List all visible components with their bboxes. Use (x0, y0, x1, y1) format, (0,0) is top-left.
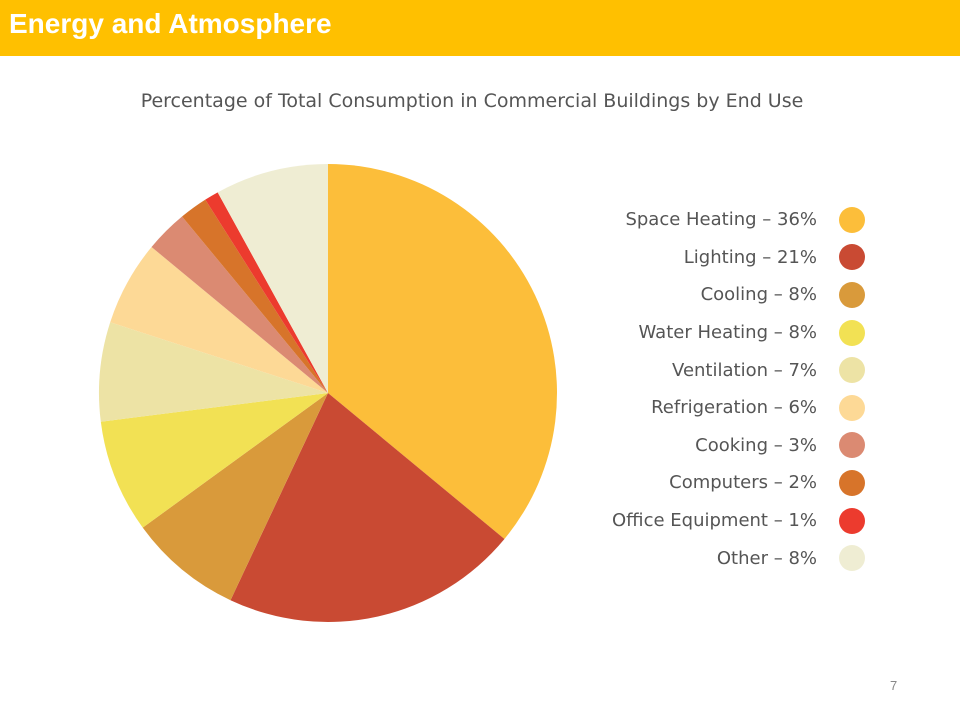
legend-swatch (839, 319, 865, 346)
legend-item-cooling: Cooling – 8% (520, 276, 870, 314)
page-number: 7 (890, 678, 898, 693)
legend-label: Water Heating – 8% (638, 322, 817, 344)
legend-label: Space Heating – 36% (625, 209, 817, 231)
legend-item-water-heating: Water Heating – 8% (520, 314, 870, 352)
legend-item-ventilation: Ventilation – 7% (520, 351, 870, 389)
legend-swatch (839, 432, 865, 459)
legend-swatch (839, 507, 865, 534)
header-bar: Energy and Atmosphere (0, 0, 960, 56)
legend-swatch (839, 394, 865, 421)
legend-swatch (839, 244, 865, 271)
chart-legend: Space Heating – 36% Lighting – 21% Cooling… (520, 201, 870, 577)
pie-slice-cooling (142, 393, 328, 601)
legend-swatch (839, 281, 865, 308)
pie-slice-water-heating (100, 393, 329, 528)
legend-item-computers: Computers – 2% (520, 464, 870, 502)
legend-item-cooking: Cooking – 3% (520, 427, 870, 465)
pie-slice-lighting (230, 393, 505, 622)
pie-slice-office-equipment (205, 192, 328, 393)
legend-item-office-equipment: Office Equipment – 1% (520, 502, 870, 540)
pie-slice-refrigeration (110, 247, 328, 393)
legend-label: Other – 8% (716, 547, 817, 569)
legend-label: Ventilation – 7% (672, 359, 817, 381)
pie-slice-other (217, 164, 328, 393)
legend-item-refrigeration: Refrigeration – 6% (520, 389, 870, 427)
legend-swatch (839, 469, 865, 496)
legend-swatch (839, 545, 865, 572)
legend-label: Computers – 2% (669, 472, 817, 494)
pie-slice-computers (182, 199, 328, 393)
legend-item-lighting: Lighting – 21% (520, 239, 870, 277)
pie-slice-cooking (151, 216, 328, 393)
legend-label: Office Equipment – 1% (612, 510, 817, 532)
pie-slice-ventilation (99, 322, 328, 422)
page-title: Energy and Atmosphere (9, 8, 332, 39)
legend-item-space-heating: Space Heating – 36% (520, 201, 870, 239)
pie-slice-space-heating (328, 164, 557, 539)
legend-item-other: Other – 8% (520, 539, 870, 577)
chart-title: Percentage of Total Consumption in Comme… (140, 90, 804, 112)
legend-label: Cooling – 8% (700, 284, 817, 306)
legend-label: Lighting – 21% (683, 246, 817, 268)
legend-swatch (839, 357, 865, 384)
legend-label: Refrigeration – 6% (651, 397, 817, 419)
legend-swatch (839, 206, 865, 233)
legend-label: Cooking – 3% (695, 434, 817, 456)
